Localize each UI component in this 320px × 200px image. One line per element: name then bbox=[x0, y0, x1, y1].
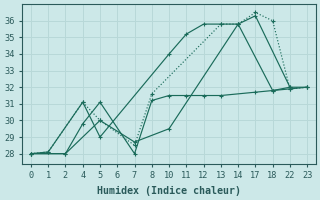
X-axis label: Humidex (Indice chaleur): Humidex (Indice chaleur) bbox=[97, 186, 241, 196]
